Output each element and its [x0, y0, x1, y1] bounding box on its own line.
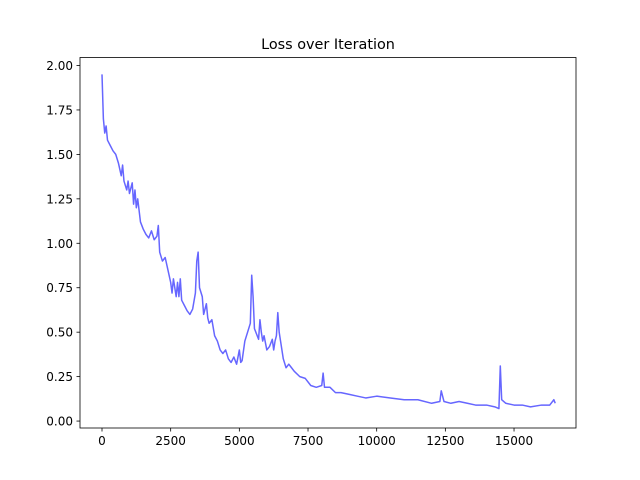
y-tick-label: 0.50 — [46, 326, 73, 340]
x-tick-label: 2500 — [155, 434, 186, 448]
loss-line — [101, 74, 556, 410]
y-tick-label: 2.00 — [46, 59, 73, 73]
x-tick-label: 12500 — [426, 434, 464, 448]
y-tick-label: 1.00 — [46, 237, 73, 251]
x-tick-label: 0 — [98, 434, 106, 448]
y-tick-label: 0.25 — [46, 370, 73, 384]
y-tick-label: 1.75 — [46, 103, 73, 117]
x-tick-label: 5000 — [224, 434, 255, 448]
chart-title: Loss over Iteration — [261, 37, 395, 53]
axes-frame — [79, 57, 577, 429]
y-tick-label: 1.25 — [46, 192, 73, 206]
x-tick-label: 10000 — [358, 434, 396, 448]
y-tick-label: 0.75 — [46, 281, 73, 295]
x-tick-label: 7500 — [293, 434, 324, 448]
y-tick-label: 1.50 — [46, 148, 73, 162]
y-tick-label: 0.00 — [46, 415, 73, 429]
x-tick-label: 15000 — [495, 434, 533, 448]
plot-area — [101, 74, 556, 410]
